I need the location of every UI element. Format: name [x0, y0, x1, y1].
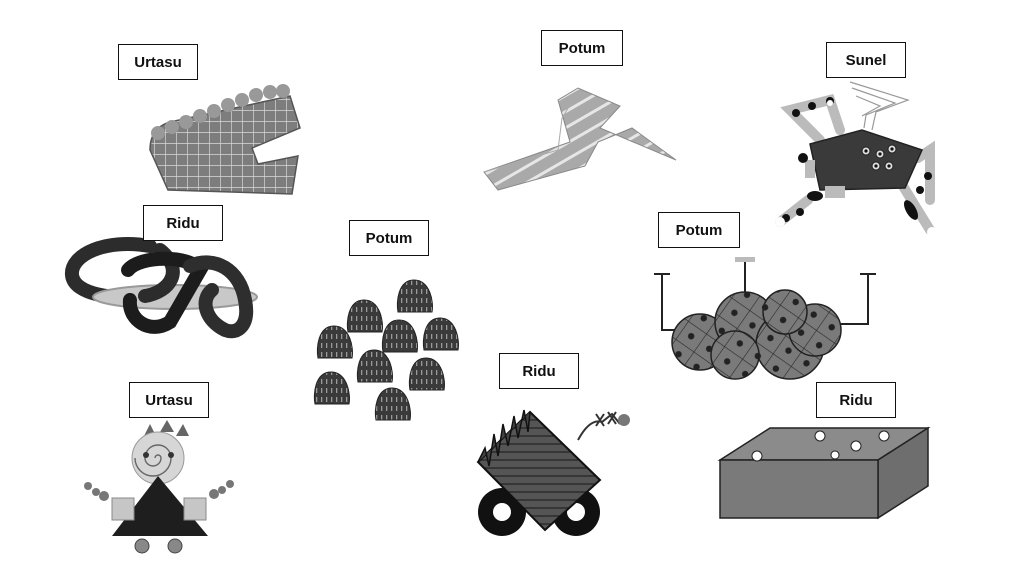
grid-shape-icon: [149, 84, 301, 195]
label-ridu-right: Ridu: [816, 382, 896, 418]
figure-shape-icon: [84, 420, 234, 554]
seed-cluster-icon: [313, 279, 459, 421]
pentagon-creature-icon: [773, 81, 937, 237]
label-sunel: Sunel: [826, 42, 906, 78]
cloud-shape-icon: [654, 257, 876, 380]
zigzag-shape-icon: [483, 87, 677, 191]
label-urtasu-bottom: Urtasu: [129, 382, 209, 418]
label-potum-top: Potum: [541, 30, 623, 66]
label-potum-right: Potum: [658, 212, 740, 248]
label-potum-middle: Potum: [349, 220, 429, 256]
label-ridu-left: Ridu: [143, 205, 223, 241]
box-shape-icon: [717, 426, 931, 520]
label-ridu-middle: Ridu: [499, 353, 579, 389]
wheeled-object-icon: [476, 409, 630, 536]
chain-rings-icon: [65, 236, 258, 339]
label-urtasu-top: Urtasu: [118, 44, 198, 80]
